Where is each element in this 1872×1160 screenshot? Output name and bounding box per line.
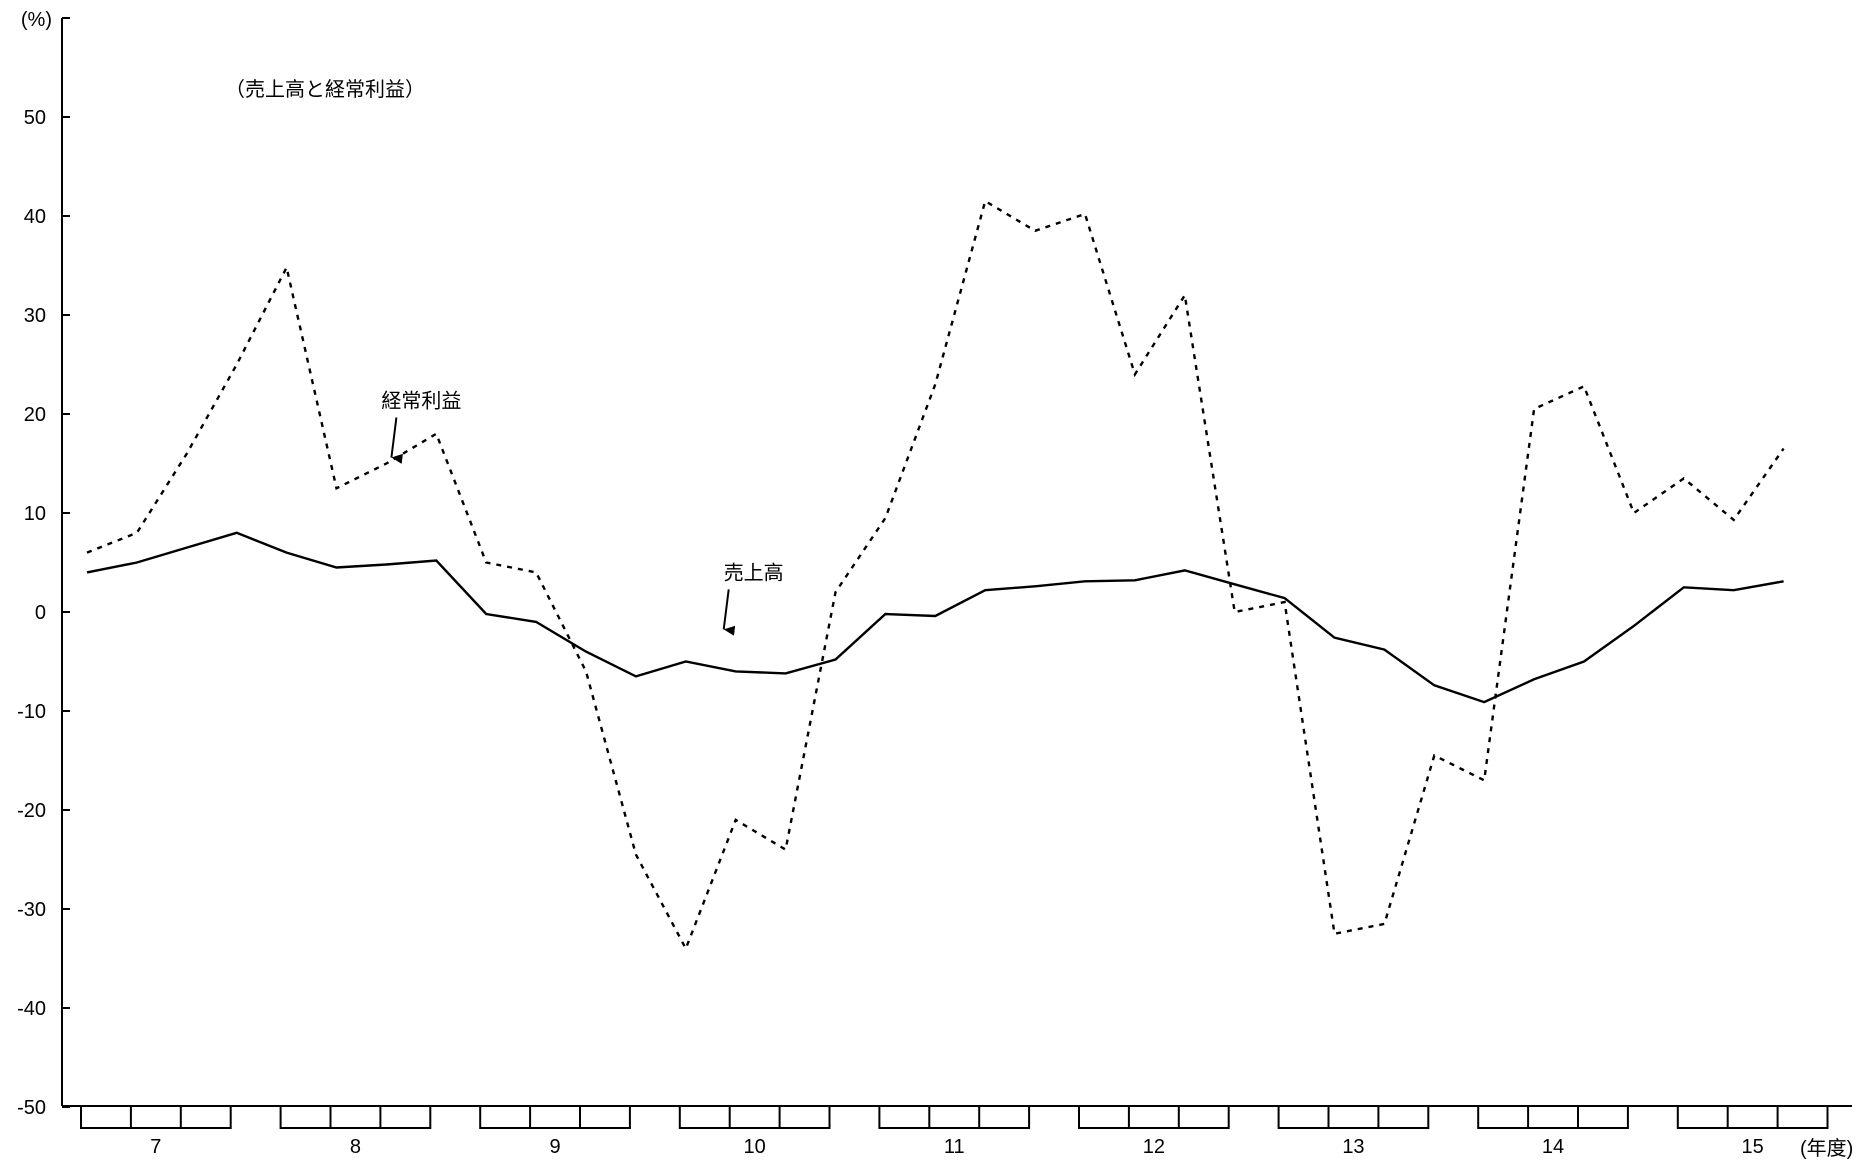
annotation-arrow: [722, 589, 736, 636]
y-tick-label: 10: [24, 503, 46, 525]
y-tick-label: 30: [24, 305, 46, 327]
annotation: 経常利益: [381, 390, 461, 464]
y-tick-label: -50: [17, 1097, 46, 1119]
y-tick-label: 40: [24, 206, 46, 228]
fiscal-year-group: 8: [279, 1105, 432, 1158]
fiscal-year-group: 13: [1277, 1105, 1430, 1158]
fiscal-year-box: [1676, 1105, 1829, 1129]
annotation: 売上高: [722, 561, 784, 636]
y-tick-label: 50: [24, 107, 46, 129]
y-tick-label: -20: [17, 800, 46, 822]
y-tick-label: -30: [17, 899, 46, 921]
fiscal-year-group: 10: [678, 1105, 831, 1158]
y-tick-label: 20: [24, 404, 46, 426]
fiscal-year-box: [1277, 1105, 1430, 1129]
fiscal-year-group: 9: [479, 1105, 631, 1158]
x-tick-label: 13: [1342, 1136, 1364, 1158]
fiscal-year-group: 12: [1078, 1105, 1230, 1158]
fiscal-year-group: 14: [1477, 1105, 1629, 1158]
x-axis-unit-label: (年度): [1800, 1137, 1853, 1160]
fiscal-year-box: [878, 1105, 1031, 1129]
x-tick-label: 15: [1742, 1136, 1764, 1158]
y-tick-label: -10: [17, 701, 46, 723]
fiscal-year-group: 11: [878, 1105, 1031, 1158]
fiscal-year-box: [1078, 1105, 1230, 1129]
annotation-label: 経常利益: [381, 390, 461, 413]
y-tick-label: 0: [35, 602, 46, 624]
fiscal-year-box: [678, 1105, 831, 1129]
x-tick-label: 9: [549, 1136, 560, 1158]
y-axis-unit-label: (%): [21, 9, 52, 31]
axes: 50 40 30 20 10 0 -10 -20 -30 -40 -50 7 8 9 10 11 12 13 14 1…: [17, 17, 1852, 1158]
fiscal-year-box: [279, 1105, 432, 1129]
chart-title: （売上高と経常利益）: [225, 78, 425, 101]
x-tick-label: 12: [1143, 1136, 1165, 1158]
series-line-1: [86, 531, 1784, 704]
annotation-arrow: [390, 417, 403, 464]
x-tick-label: 14: [1542, 1136, 1564, 1158]
series-line-2: [86, 199, 1785, 952]
x-tick-label: 8: [350, 1136, 361, 1158]
x-tick-label: 11: [944, 1136, 965, 1158]
fiscal-year-group: 15: [1676, 1105, 1829, 1158]
y-tick-label: -40: [17, 998, 46, 1020]
fiscal-year-box: [1477, 1105, 1629, 1129]
fiscal-year-box: [80, 1105, 232, 1129]
x-tick-label: 7: [150, 1136, 161, 1158]
annotation-label: 売上高: [724, 561, 784, 584]
x-tick-label: 10: [744, 1136, 766, 1158]
series-layer: [86, 199, 1785, 952]
fiscal-year-group: 7: [80, 1105, 232, 1158]
fiscal-year-box: [479, 1105, 631, 1129]
